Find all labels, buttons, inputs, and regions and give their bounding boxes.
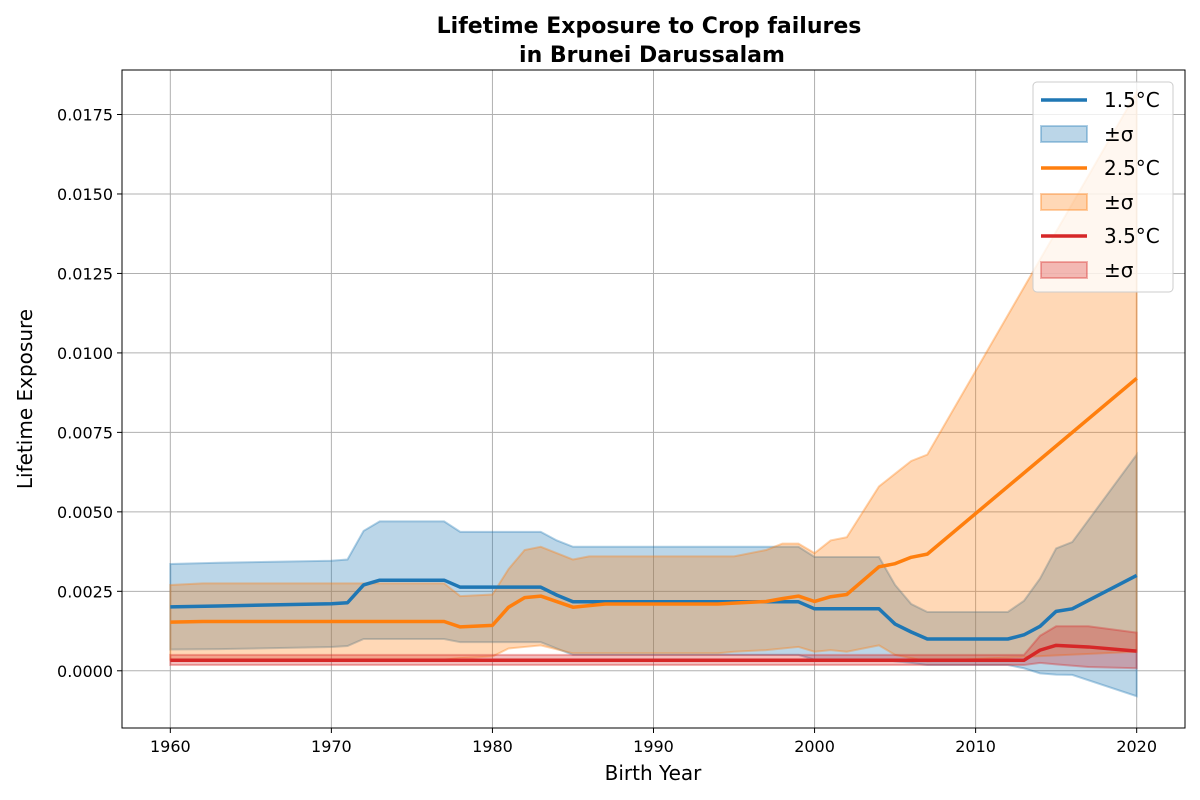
uncertainty-bands [169, 88, 1138, 698]
legend-band-swatch-0 [1040, 125, 1088, 143]
y-tick-label: 0.0075 [57, 423, 113, 442]
axis-ticks: 1960 1970 1980 1990 2000 2010 2020 0.0000 0.0025… [57, 106, 1157, 756]
series-lines [170, 376, 1138, 663]
x-tick-label: 1990 [633, 737, 674, 756]
legend-label-1: 2.5°C [1104, 156, 1160, 180]
x-tick-label: 2010 [955, 737, 996, 756]
y-tick-label: 0.0025 [57, 582, 113, 601]
y-tick-label: 0.0000 [57, 662, 113, 681]
y-tick-label: 0.0125 [57, 264, 113, 283]
legend-label-2: 3.5°C [1104, 224, 1160, 248]
band-2 [169, 625, 1138, 670]
grid-lines [122, 70, 1185, 728]
x-axis-label: Birth Year [605, 761, 702, 785]
legend-band-swatch-1 [1040, 193, 1088, 211]
series-line-2 [170, 643, 1137, 663]
x-tick-label: 2000 [794, 737, 835, 756]
x-tick-label: 1980 [472, 737, 513, 756]
legend-band-label-2: ±σ [1104, 258, 1134, 282]
x-tick-label: 2020 [1116, 737, 1157, 756]
y-tick-label: 0.0175 [57, 106, 113, 125]
band-0 [169, 451, 1138, 698]
series-line-1 [170, 376, 1138, 629]
series-line-0 [170, 573, 1138, 641]
band-1 [169, 88, 1138, 663]
x-tick-label: 1960 [150, 737, 191, 756]
legend-band-label-1: ±σ [1104, 190, 1134, 214]
legend-box [1032, 81, 1174, 293]
y-axis-label: Lifetime Exposure [13, 309, 37, 489]
chart-title-line-2: in Brunei Darussalam [519, 43, 785, 68]
legend-label-0: 1.5°C [1104, 88, 1160, 112]
y-tick-label: 0.0150 [57, 185, 113, 204]
legend: 1.5°C ±σ 2.5°C ±σ 3.5°C ±σ [1032, 81, 1174, 293]
y-tick-label: 0.0050 [57, 503, 113, 522]
x-tick-label: 1970 [311, 737, 352, 756]
legend-band-swatch-2 [1040, 261, 1088, 279]
y-tick-label: 0.0100 [57, 344, 113, 363]
chart-title-line-1: Lifetime Exposure to Crop failures [437, 14, 862, 39]
legend-band-label-0: ±σ [1104, 122, 1134, 146]
